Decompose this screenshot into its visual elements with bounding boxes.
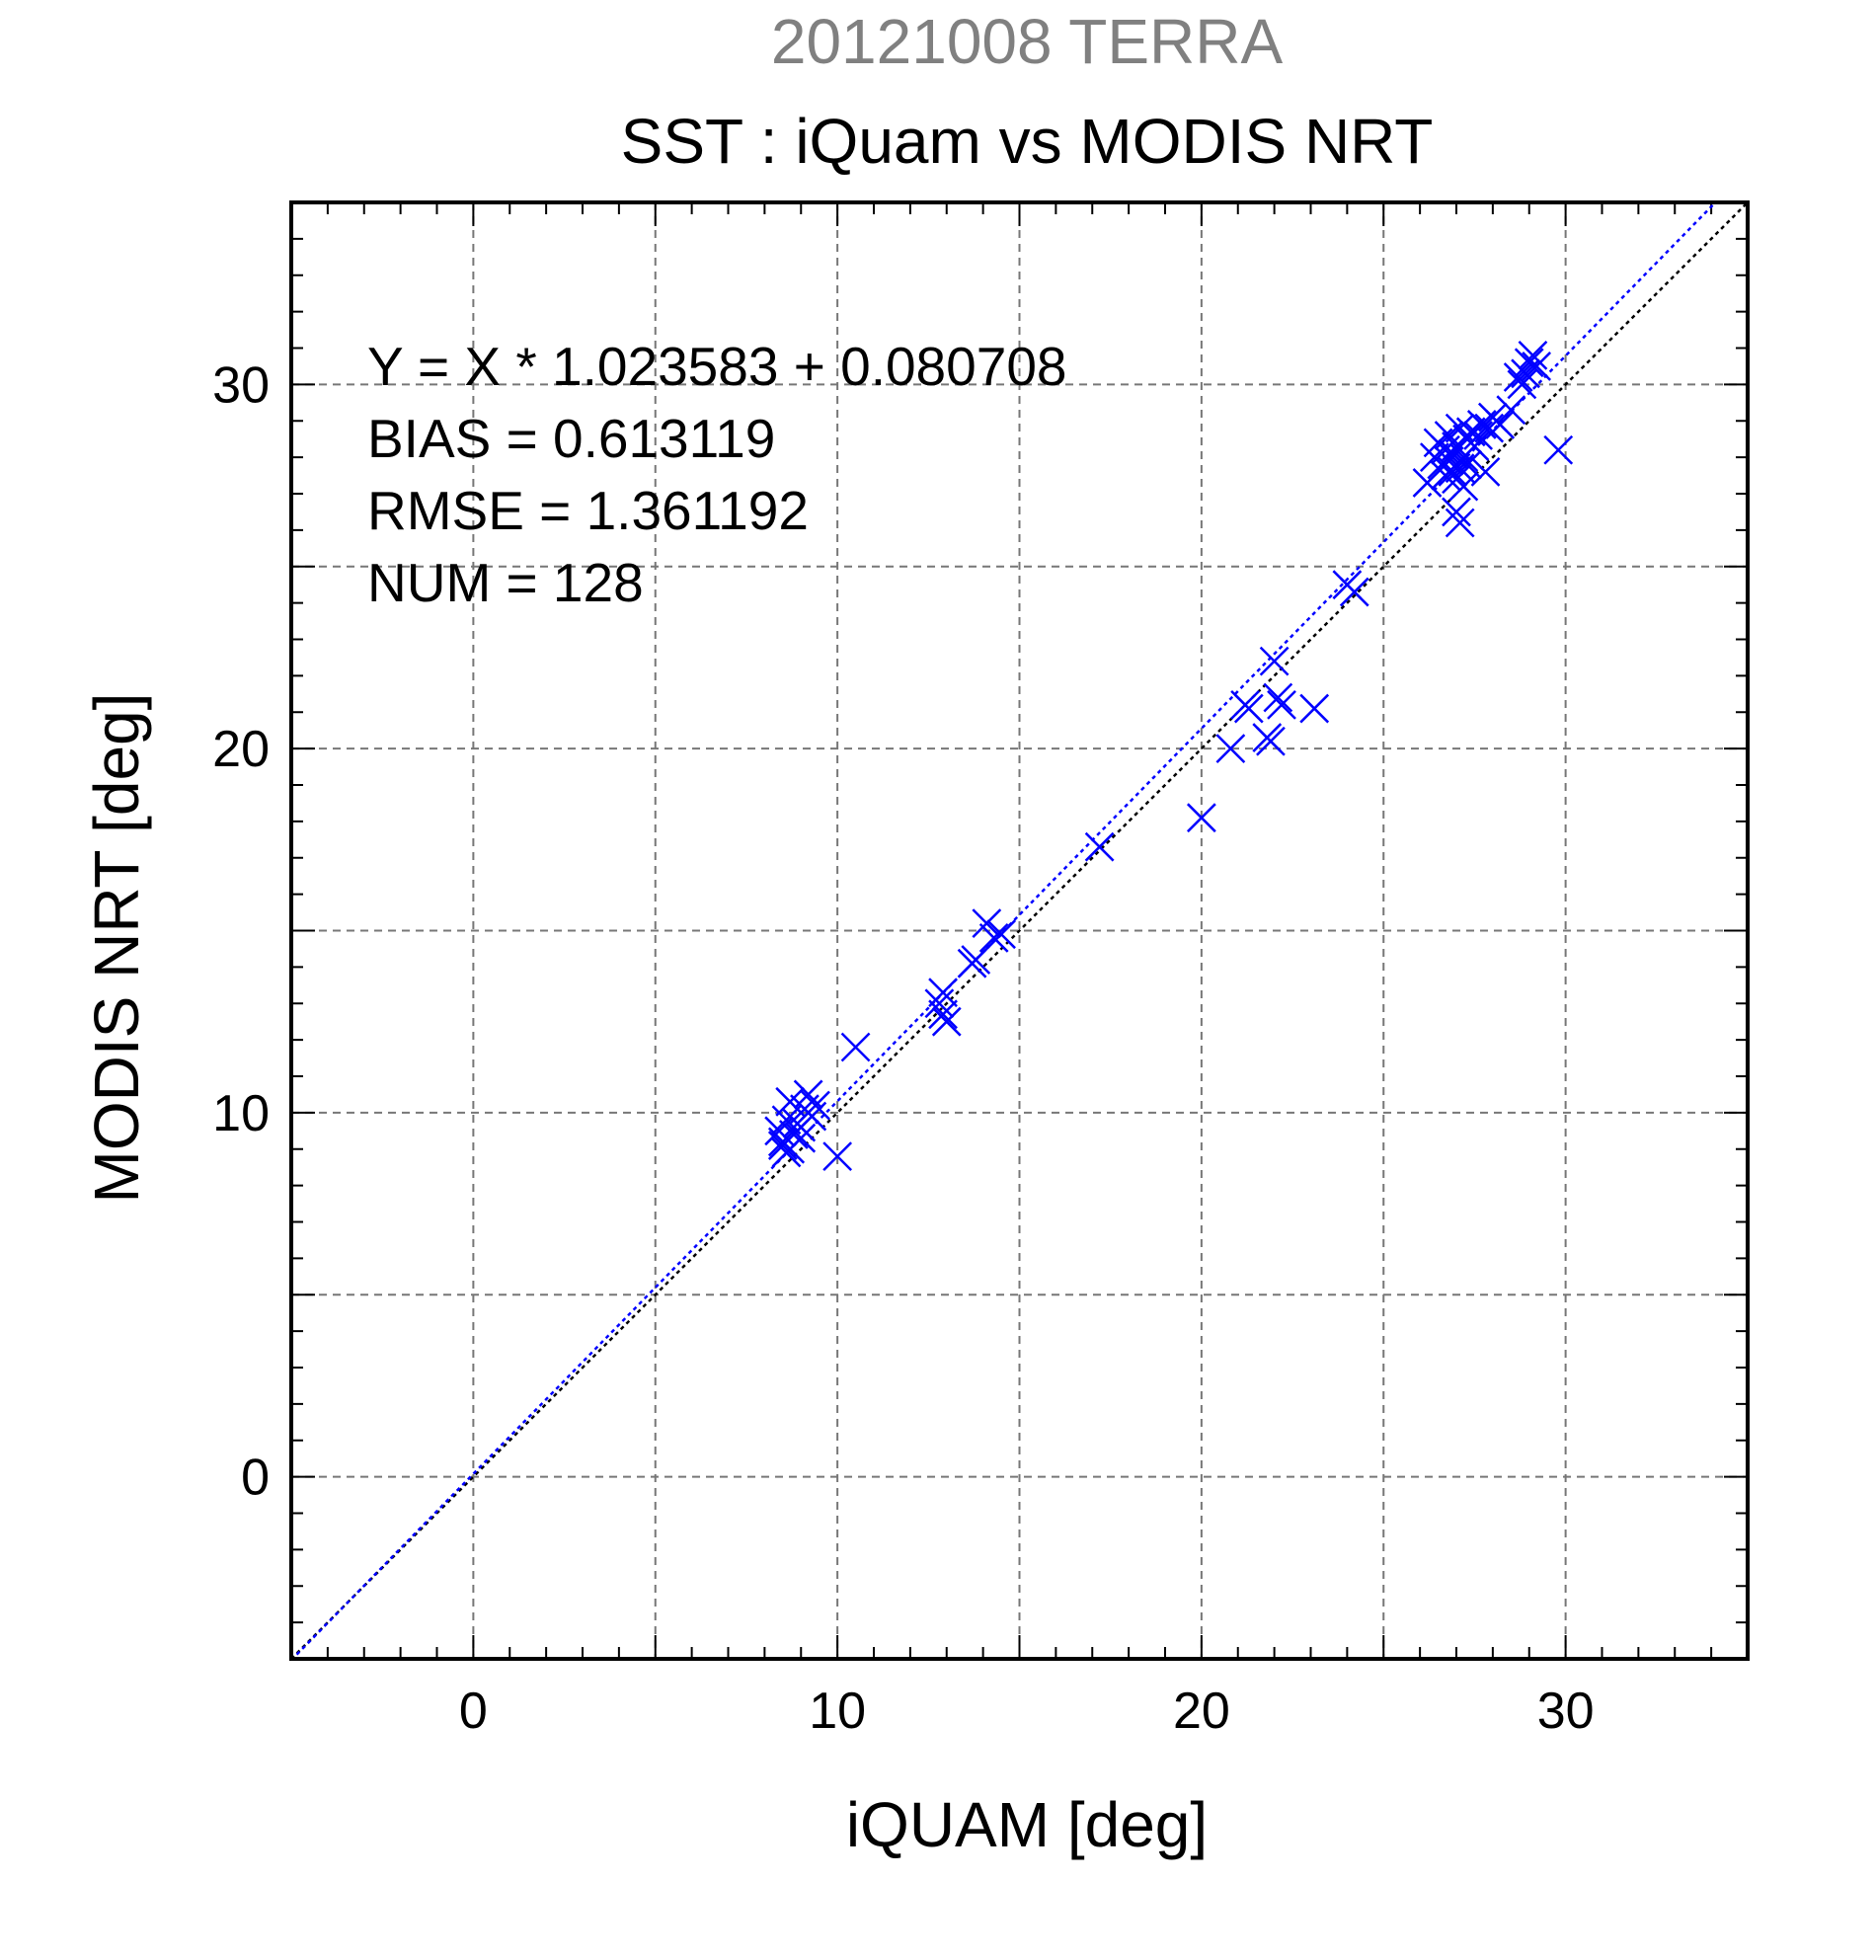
stats-annotation-line: BIAS = 0.613119 <box>367 408 775 469</box>
y-tick-label: 30 <box>212 356 270 414</box>
scatter-point <box>1256 726 1286 756</box>
scatter-point <box>1186 803 1216 833</box>
x-tick-label: 0 <box>459 1683 488 1740</box>
scatter-point <box>1543 434 1574 465</box>
scatter-point <box>928 999 958 1030</box>
scatter-point <box>1522 352 1552 381</box>
scatter-point <box>1445 453 1475 484</box>
scatter-point <box>1215 734 1246 764</box>
scatter-point <box>1259 646 1290 676</box>
scatter-point <box>1263 682 1293 713</box>
scatter-point <box>1507 369 1537 400</box>
scatter-point <box>972 908 1002 939</box>
scatter-point <box>840 1032 871 1062</box>
plot-frame <box>289 200 1750 1661</box>
scatter-point <box>767 1131 798 1160</box>
scatter-point <box>1084 831 1115 862</box>
scatter-point <box>1485 410 1516 439</box>
stats-annotation-line: RMSE = 1.361192 <box>367 480 809 541</box>
identity-line <box>291 202 1748 1659</box>
chart-title: SST : iQuam vs MODIS NRT <box>621 106 1434 177</box>
scatter-point <box>924 988 955 1019</box>
scatter-point <box>775 1086 806 1117</box>
scatter-point <box>928 978 958 1008</box>
scatter-point <box>1496 395 1526 426</box>
scatter-point <box>771 1105 802 1136</box>
x-tick-label: 20 <box>1173 1683 1230 1740</box>
y-tick-label: 10 <box>212 1085 270 1142</box>
scatter-point <box>1470 456 1501 487</box>
scatter-point <box>801 1090 830 1121</box>
x-axis-label: iQUAM [deg] <box>846 1789 1208 1860</box>
scatter-point <box>1518 340 1548 370</box>
scatter-point <box>1459 431 1490 461</box>
scatter-point <box>961 945 991 975</box>
scatter-point <box>1474 413 1505 443</box>
y-tick-label: 20 <box>212 721 270 778</box>
scatter-point <box>822 1141 853 1172</box>
stats-annotation-line: NUM = 128 <box>367 552 644 613</box>
scatter-point <box>1503 362 1533 392</box>
scatter-point <box>978 922 1009 953</box>
scatter-point <box>1339 577 1369 607</box>
scatter-point <box>1299 693 1330 724</box>
scatter-point <box>1442 497 1471 527</box>
scatter-point <box>771 1137 802 1168</box>
scatter-point <box>931 1006 962 1037</box>
y-axis-label: MODIS NRT [deg] <box>81 693 152 1204</box>
scatter-point <box>1452 449 1482 480</box>
scatter-point <box>1445 508 1475 538</box>
scatter-point <box>1514 348 1544 378</box>
scatter-point <box>1233 693 1264 724</box>
y-tick-label: 0 <box>241 1450 270 1507</box>
scatter-point <box>986 919 1016 950</box>
chart-suptitle: 20121008 TERRA <box>771 6 1284 77</box>
scatter-point <box>1267 689 1296 720</box>
x-tick-label: 10 <box>809 1683 866 1740</box>
stats-annotation-line: Y = X * 1.023583 + 0.080708 <box>367 336 1067 397</box>
x-tick-label: 30 <box>1537 1683 1595 1740</box>
